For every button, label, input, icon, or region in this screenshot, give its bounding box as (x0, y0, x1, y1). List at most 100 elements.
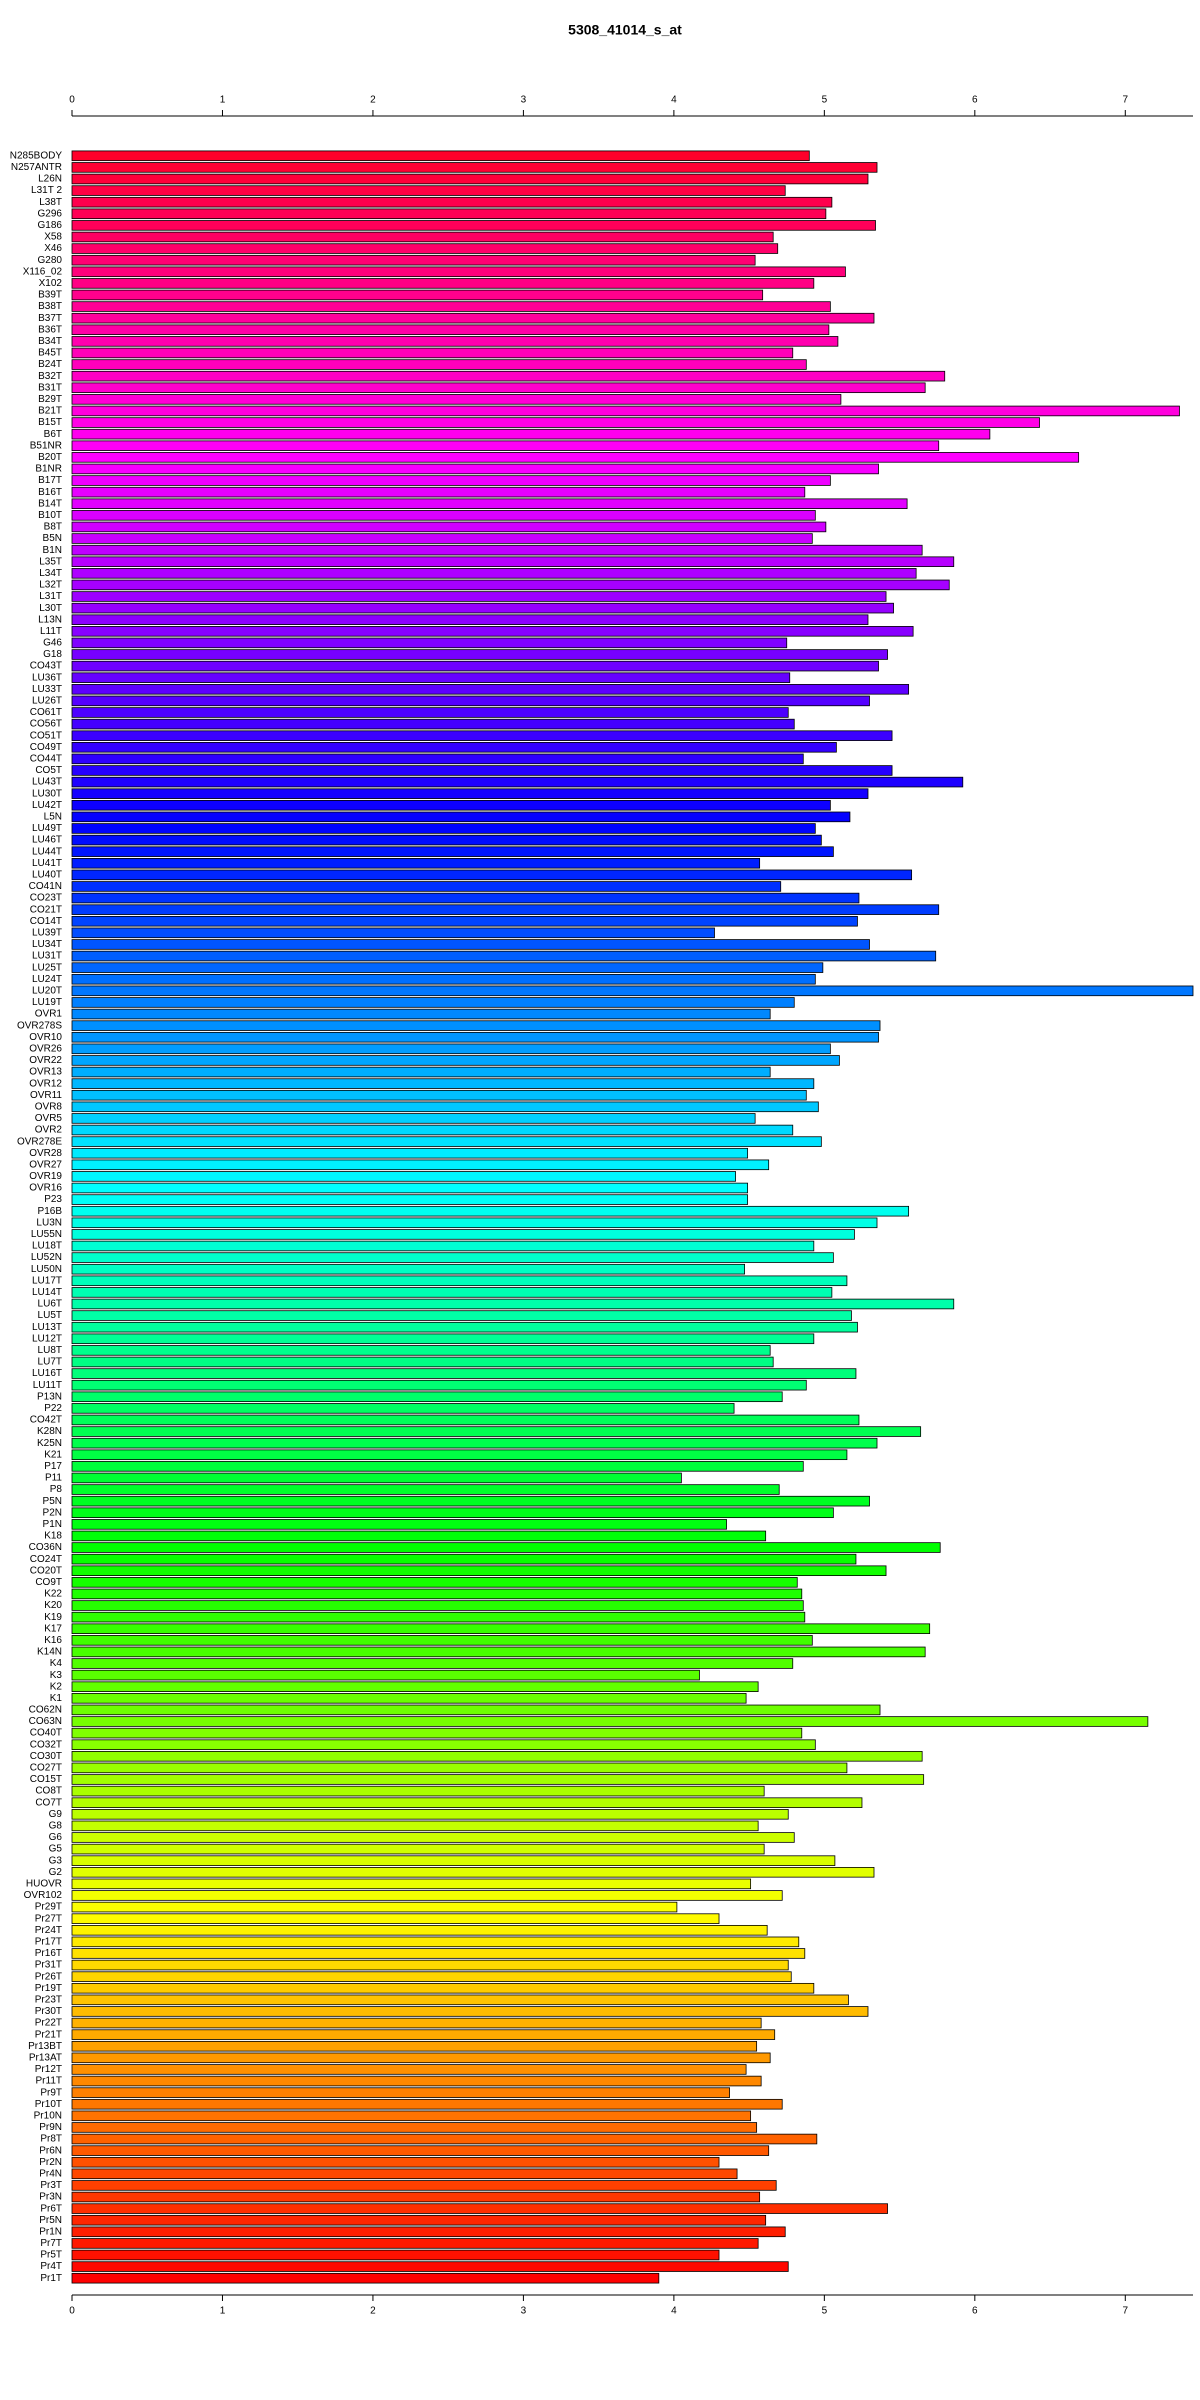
y-tick-label: OVR19 (29, 1171, 62, 1182)
bar (71, 254, 756, 266)
y-tick-label: G8 (49, 1821, 63, 1832)
y-tick-label: L5N (44, 812, 62, 823)
bar (71, 1693, 747, 1704)
bar (71, 1762, 848, 1774)
bar (71, 2087, 730, 2098)
bar (71, 2075, 762, 2087)
y-tick-label: Pr21T (35, 2029, 62, 2040)
bar (71, 753, 804, 765)
y-tick-label: L13N (38, 614, 62, 625)
y-tick-label: OVR278E (17, 1136, 62, 1147)
bar (71, 278, 815, 289)
y-tick-label: LU34T (32, 939, 62, 950)
y-tick-label: Pr16T (35, 1948, 62, 1959)
bar (71, 2122, 758, 2133)
y-tick-label: OVR12 (29, 1078, 62, 1089)
bar (71, 1182, 749, 1194)
y-tick-label: LU8T (38, 1345, 62, 1356)
y-tick-label: Pr29T (35, 1902, 62, 1913)
bar (71, 196, 833, 208)
bar (71, 1055, 840, 1066)
bar (71, 846, 834, 857)
bar (71, 1217, 878, 1229)
bar (71, 2040, 758, 2052)
bar (71, 1194, 749, 1205)
y-tick-label: OVR13 (29, 1067, 62, 1078)
bar (71, 347, 794, 359)
bar (71, 1669, 700, 1681)
y-tick-label: Pr23T (35, 1994, 62, 2005)
y-tick-label: CO62N (29, 1705, 62, 1716)
y-tick-label: Pr9N (39, 2122, 62, 2133)
y-tick-label: L30T (39, 603, 62, 614)
bar (71, 2180, 777, 2191)
bar (71, 2261, 789, 2272)
bar (71, 1101, 819, 1113)
y-tick-label: LU39T (32, 927, 62, 938)
bar (71, 1716, 1149, 1727)
bar (71, 1924, 768, 1936)
bar (71, 823, 816, 834)
y-tick-label: LU50N (31, 1264, 62, 1275)
bar (71, 1820, 759, 1832)
bar (71, 1658, 794, 1669)
y-tick-label: LU24T (32, 974, 62, 985)
y-tick-label: LU41T (32, 858, 62, 869)
y-tick-label: LU44T (32, 846, 62, 857)
y-tick-label: LU6T (38, 1299, 62, 1310)
y-tick-label: Pr27T (35, 1913, 62, 1924)
y-tick-label: Pr1N (39, 2226, 62, 2237)
bar (71, 185, 786, 196)
y-tick-label: X102 (39, 278, 63, 289)
y-tick-label: K21 (44, 1449, 62, 1460)
bar (71, 1843, 765, 1855)
bar (71, 1205, 910, 1217)
y-tick-label: B39T (38, 290, 62, 301)
y-tick-label: B8T (44, 522, 62, 533)
y-tick-label: Pr7T (40, 2238, 62, 2249)
x-tick-label: 0 (69, 2306, 75, 2317)
bar (71, 1635, 813, 1646)
x-tick-label: 7 (1123, 95, 1129, 106)
bar (71, 718, 795, 730)
bar (71, 405, 1180, 417)
y-tick-label: CO5T (35, 765, 62, 776)
y-tick-label: Pr3N (39, 2192, 62, 2203)
bar (71, 1356, 774, 1368)
bar (71, 637, 788, 649)
bar (71, 1646, 926, 1658)
y-tick-label: OVR1 (35, 1009, 63, 1020)
bar (71, 1333, 815, 1345)
y-tick-label: B32T (38, 371, 62, 382)
bar (71, 2168, 738, 2180)
bar (71, 1078, 815, 1089)
y-tick-label: LU31T (32, 951, 62, 962)
y-tick-label: K19 (44, 1612, 62, 1623)
bar (71, 695, 870, 707)
y-tick-label: LU13T (32, 1322, 62, 1333)
bar (71, 2064, 747, 2075)
y-tick-label: CO8T (35, 1786, 62, 1797)
bar (71, 428, 991, 440)
bar (71, 660, 879, 672)
y-tick-label: OVR16 (29, 1183, 62, 1194)
y-tick-label: Pr8T (40, 2134, 62, 2145)
y-tick-label: G3 (49, 1855, 63, 1866)
bar (71, 2238, 759, 2249)
bar (71, 1809, 789, 1820)
y-tick-label: Pr2N (39, 2157, 62, 2168)
y-tick-label: OVR26 (29, 1043, 62, 1054)
bar (71, 1588, 803, 1600)
y-tick-label: CO20T (30, 1565, 62, 1576)
y-tick-label: K20 (44, 1600, 62, 1611)
bar (71, 2098, 783, 2110)
y-tick-label: L38T (39, 197, 62, 208)
bar (71, 985, 1194, 997)
bar (71, 556, 955, 567)
y-tick-label: LU42T (32, 800, 62, 811)
y-tick-label: LU33T (32, 684, 62, 695)
bar (71, 892, 860, 904)
bar (71, 1229, 855, 1240)
bar (71, 2203, 888, 2214)
